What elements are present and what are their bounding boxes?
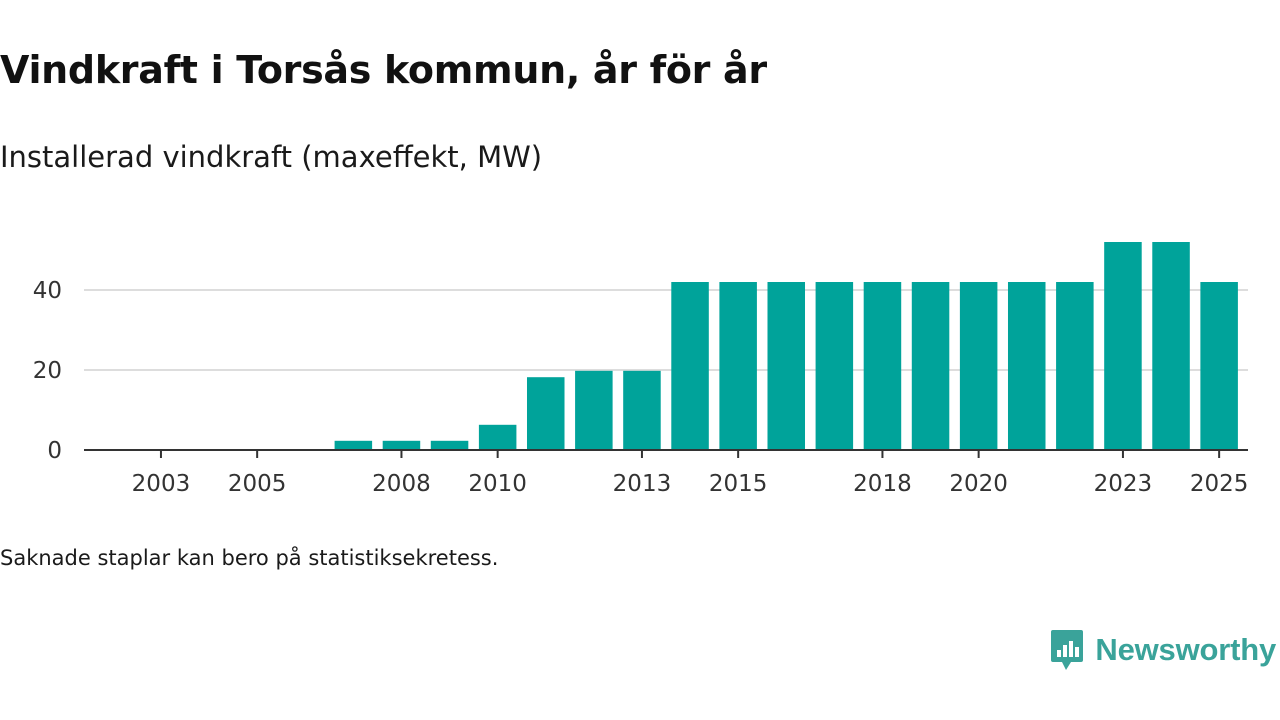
x-tick-label-2020: 2020	[949, 471, 1008, 497]
x-tick-label-2013: 2013	[613, 471, 672, 497]
x-tick-label-2015: 2015	[709, 471, 768, 497]
bar-2022[interactable]	[1056, 282, 1094, 450]
bar-2020[interactable]	[959, 282, 998, 450]
chart-bubble-icon	[1051, 630, 1084, 670]
bar-2011[interactable]	[526, 377, 565, 450]
x-tick-label-2018: 2018	[853, 471, 912, 497]
chart-subtitle: Installerad vindkraft (maxeffekt, MW)	[0, 140, 543, 174]
bar-2025[interactable]	[1200, 282, 1238, 450]
tick-labels: 0 20 40 2003 2005 2008 2010 2013 2015 2018 2020 202…	[33, 278, 1249, 497]
bar-2008[interactable]	[382, 440, 421, 450]
brand-name: Newsworthy	[1095, 632, 1276, 667]
x-tick-label-2008: 2008	[372, 471, 431, 497]
y-tick-label-20: 20	[33, 358, 62, 384]
bars	[334, 242, 1238, 450]
bar-2014[interactable]	[671, 282, 709, 450]
bar-2024[interactable]	[1152, 242, 1190, 450]
bar-2010[interactable]	[478, 424, 517, 450]
y-tick-label-40: 40	[33, 278, 62, 304]
bar-2017[interactable]	[815, 282, 854, 450]
bar-2016[interactable]	[767, 282, 806, 450]
x-tick-label-2023: 2023	[1094, 471, 1153, 497]
bar-2015[interactable]	[719, 282, 757, 450]
bar-2009[interactable]	[430, 440, 469, 450]
chart-title: Vindkraft i Torsås kommun, år för år	[0, 48, 767, 92]
bar-2013[interactable]	[623, 370, 661, 450]
bar-2021[interactable]	[1007, 282, 1046, 450]
bar-chart: 0 20 40 2003 2005 2008 2010 2013 2015 2018 2020 202…	[33, 242, 1249, 497]
x-tick-label-2025: 2025	[1190, 471, 1249, 497]
y-tick-label-0: 0	[47, 438, 62, 464]
bar-2018[interactable]	[863, 282, 902, 450]
x-tick-label-2005: 2005	[228, 471, 287, 497]
bar-2023[interactable]	[1104, 242, 1142, 450]
x-tick-label-2010: 2010	[468, 471, 527, 497]
newsworthy-logo[interactable]: Newsworthy	[1049, 628, 1276, 672]
x-tick-label-2003: 2003	[132, 471, 191, 497]
bar-2007[interactable]	[334, 440, 373, 450]
bar-2019[interactable]	[911, 282, 950, 450]
axes	[84, 449, 1248, 458]
grid-lines	[84, 289, 1248, 371]
bar-2012[interactable]	[575, 370, 613, 450]
footnote: Saknade staplar kan bero på statistiksek…	[0, 546, 499, 570]
